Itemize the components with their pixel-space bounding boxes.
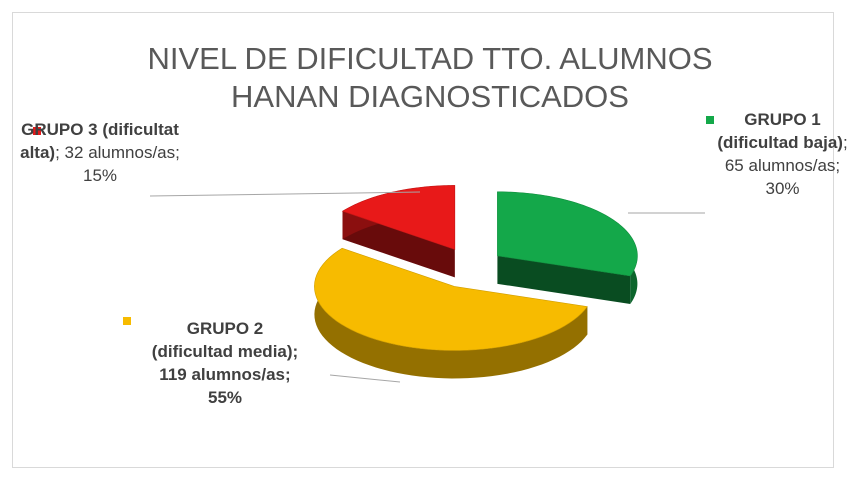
slice xyxy=(497,191,638,277)
label-separator: ; xyxy=(175,143,180,162)
label-unit: alumnos/as xyxy=(748,156,836,175)
slice-cut-face xyxy=(497,255,631,304)
label-value: 119 xyxy=(159,365,187,384)
label-category: GRUPO 1 (dificultad baja) xyxy=(717,110,843,152)
label-unit: alumnos/as xyxy=(191,365,286,384)
label-marker xyxy=(706,116,714,124)
chart-title: NIVEL DE DIFICULTAD TTO. ALUMNOS HANAN D… xyxy=(147,41,713,114)
slice xyxy=(314,247,588,351)
label-percentage: 15% xyxy=(82,166,118,185)
chart-frame xyxy=(12,12,834,468)
leader-line xyxy=(329,374,401,383)
label-separator: ; xyxy=(835,156,841,175)
pie-tops xyxy=(314,185,638,351)
label-separator: ; xyxy=(842,133,848,152)
label-value: 65 xyxy=(724,156,744,175)
label-percentage: 55% xyxy=(207,388,243,407)
label-separator: ; xyxy=(55,143,60,162)
label-category: GRUPO 2 (dificultad media) xyxy=(151,319,293,361)
label-unit: alumnos/as xyxy=(88,143,176,162)
label-value: 32 xyxy=(64,143,84,162)
label-marker xyxy=(33,127,41,135)
data-label: GRUPO 3 (dificultat alta); 32 alumnos/as… xyxy=(20,118,180,187)
data-label: GRUPO 2 (dificultad media); 119 alumnos/… xyxy=(150,317,300,409)
slice-side xyxy=(314,248,588,379)
label-separator: ; xyxy=(292,342,299,361)
slice-cut-face xyxy=(342,211,455,278)
label-separator: ; xyxy=(285,365,291,384)
leader-line xyxy=(149,191,421,197)
label-percentage: 30% xyxy=(765,179,800,198)
label-category: GRUPO 3 (dificultat alta) xyxy=(20,120,179,162)
label-marker xyxy=(123,317,131,325)
data-label: GRUPO 1 (dificultad baja); 65 alumnos/as… xyxy=(715,108,848,200)
